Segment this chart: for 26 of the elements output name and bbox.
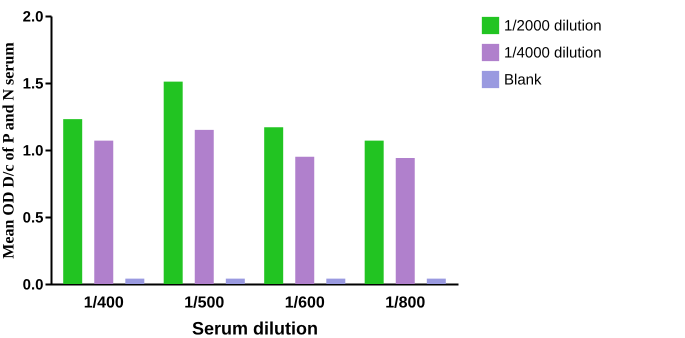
bar — [125, 278, 144, 284]
x-tick-label: 1/600 — [284, 294, 325, 312]
x-tick-label: 1/400 — [84, 294, 124, 312]
bar — [326, 278, 346, 284]
legend-label: Blank — [504, 72, 542, 88]
bar — [295, 156, 314, 284]
y-tick-label: 2.0 — [22, 8, 44, 26]
bar — [264, 127, 284, 284]
x-tick-label: 1/500 — [184, 294, 224, 312]
y-tick-label: 1.0 — [22, 142, 44, 160]
bar — [364, 140, 384, 284]
bar — [63, 119, 82, 284]
bar — [94, 140, 114, 284]
y-tick-label: 0.0 — [22, 276, 44, 294]
x-axis-title: Serum dilution — [192, 318, 318, 338]
bar — [194, 130, 214, 284]
legend-label: 1/2000 dilution — [504, 18, 602, 34]
bar — [426, 278, 446, 284]
y-tick-label: 0.5 — [22, 210, 44, 226]
y-tick-label: 1.5 — [22, 76, 44, 92]
x-tick-label: 1/800 — [385, 294, 426, 312]
bar — [164, 82, 183, 284]
bar — [226, 278, 245, 284]
legend-label: 1/4000 dilution — [504, 44, 602, 62]
bar — [396, 158, 415, 284]
y-axis-title: Mean OD D/c of P and N serum — [0, 42, 18, 259]
